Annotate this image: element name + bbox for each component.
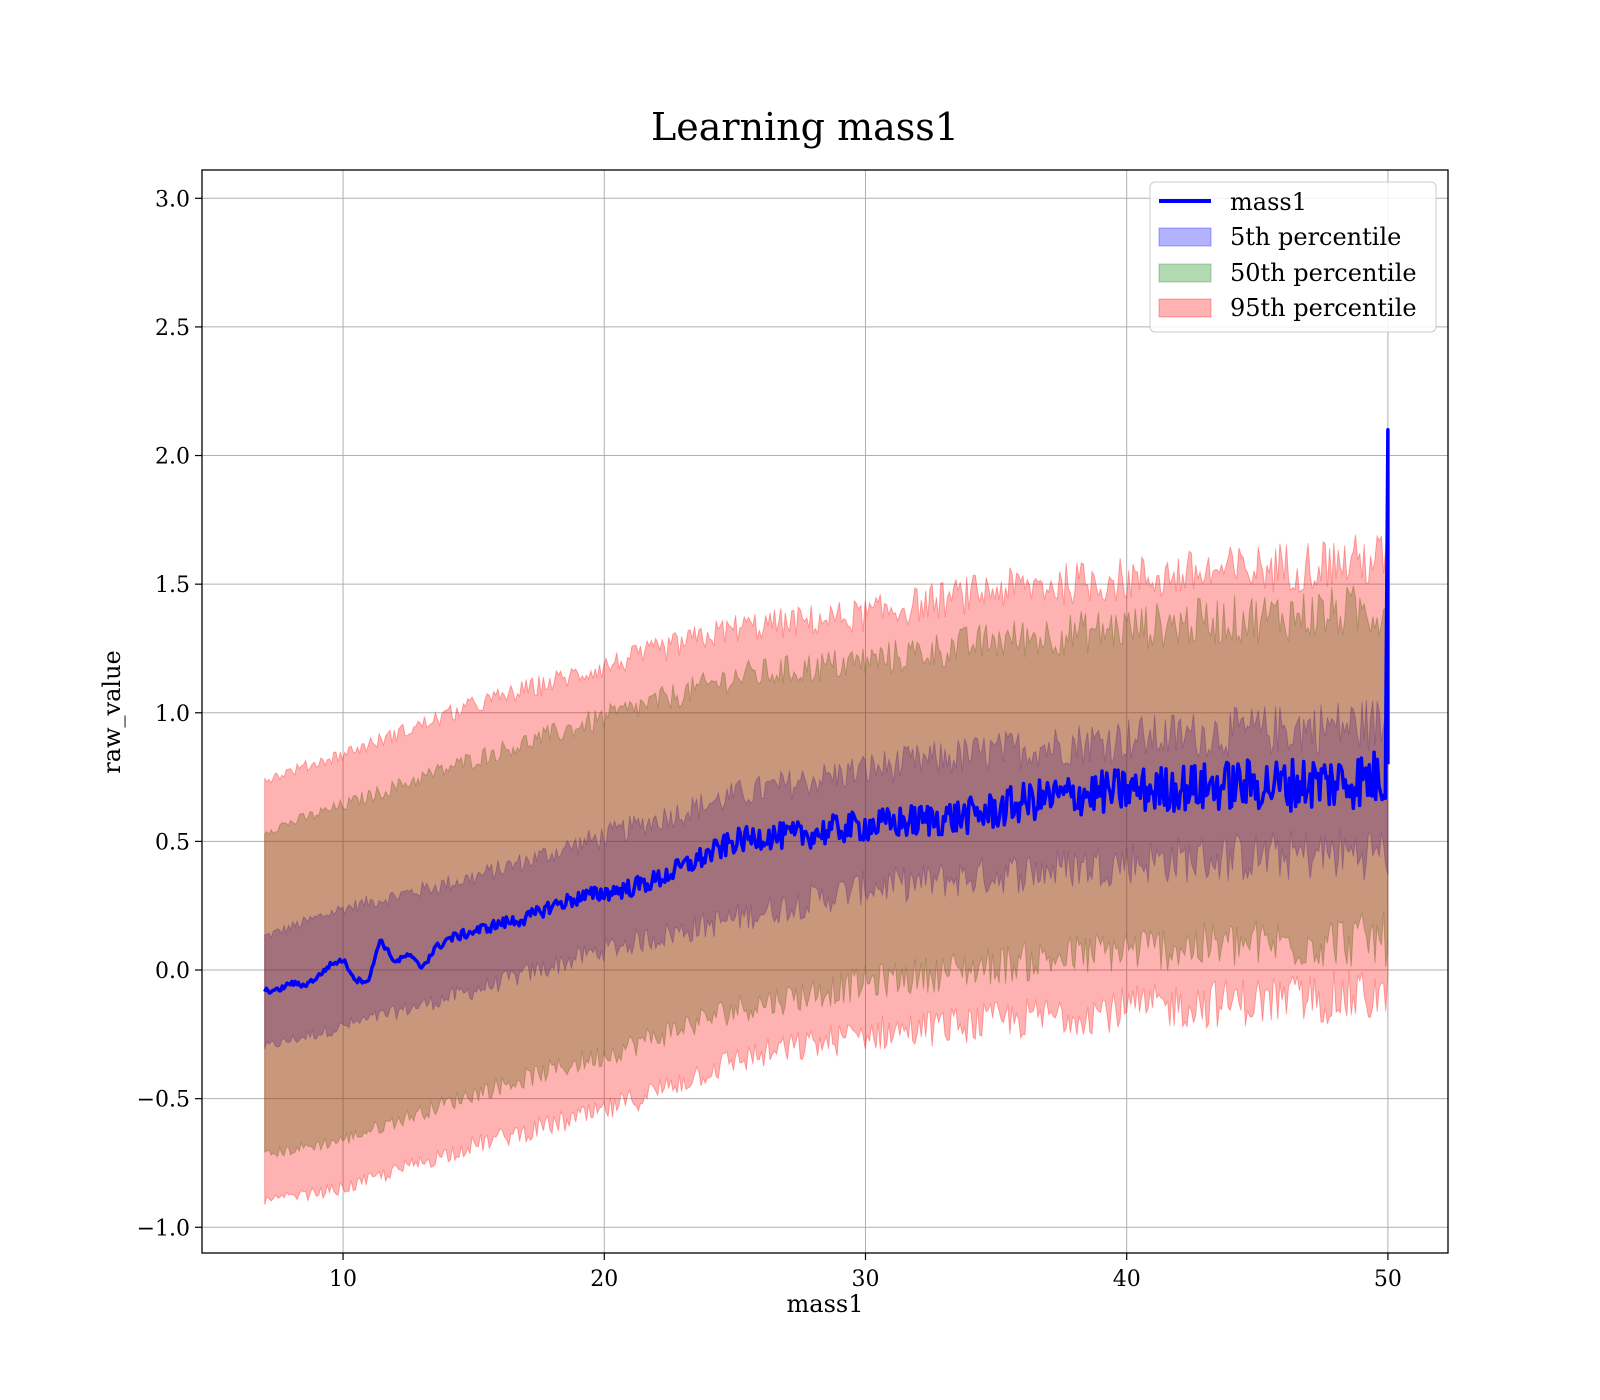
grid [202, 170, 1448, 1253]
x-tick-label: 40 [1113, 1267, 1141, 1292]
y-tick-label: 2.5 [155, 316, 190, 341]
chart-title: Learning mass1 [651, 105, 959, 149]
legend-label-50th: 50th percentile [1230, 259, 1417, 287]
band-95th-percentile [264, 534, 1389, 1205]
plot-area [202, 170, 1448, 1253]
legend: mass1 5th percentile 50th percentile 95t… [1149, 181, 1437, 333]
y-tick-label: −1.0 [137, 1216, 190, 1241]
y-tick-label: 1.5 [155, 573, 190, 598]
legend-swatch-50th [1158, 263, 1212, 283]
legend-label-95th: 95th percentile [1230, 294, 1417, 322]
legend-label-5th: 5th percentile [1230, 223, 1401, 251]
x-tick-label: 20 [590, 1267, 618, 1292]
x-tick-label: 10 [329, 1267, 357, 1292]
y-tick-label: 0.0 [155, 959, 190, 984]
y-axis-ticks: −1.0 −0.5 0.0 0.5 1.0 1.5 2.0 2.5 3.0 [137, 187, 202, 1241]
y-tick-label: 0.5 [155, 830, 190, 855]
band-50th-percentile [264, 585, 1389, 1158]
y-tick-label: 1.0 [155, 702, 190, 727]
y-tick-label: 2.0 [155, 445, 190, 470]
plot-frame [201, 169, 1449, 1254]
y-tick-label: −0.5 [137, 1088, 190, 1113]
y-tick-label: 3.0 [155, 187, 190, 212]
x-tick-label: 50 [1374, 1267, 1402, 1292]
legend-swatch-95th [1158, 298, 1212, 318]
y-axis-label: raw_value [98, 650, 126, 774]
legend-label-mass1: mass1 [1230, 188, 1307, 216]
series-line-mass1 [263, 428, 1390, 995]
x-axis-label: mass1 [787, 1290, 864, 1318]
x-tick-label: 30 [851, 1267, 879, 1292]
legend-swatch-5th [1158, 227, 1212, 247]
x-axis-ticks: 10 20 30 40 50 [329, 1253, 1402, 1292]
series-lines [263, 428, 1390, 995]
legend-box [1149, 181, 1437, 333]
